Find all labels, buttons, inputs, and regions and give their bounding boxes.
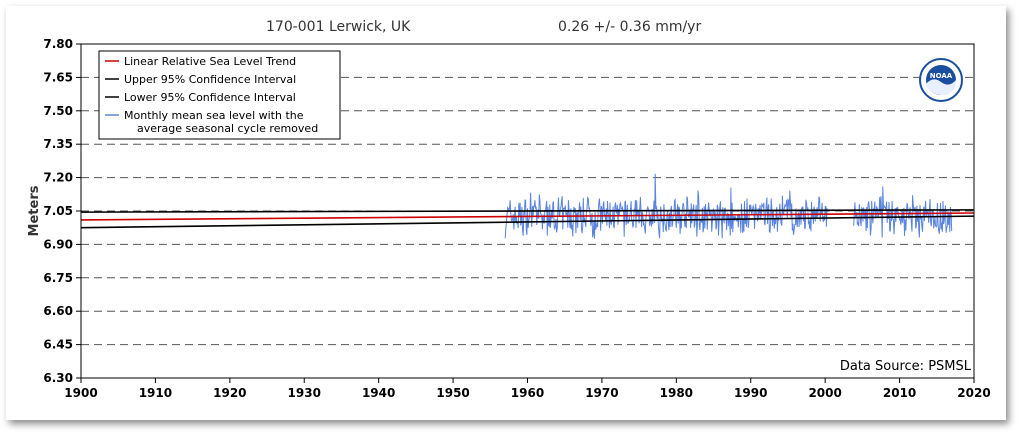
lower-ci-line [80,215,975,229]
y-tick-label: 6.60 [43,304,73,318]
chart-title-trend: 0.26 +/- 0.36 mm/yr [558,19,701,35]
x-tick-label: 1990 [734,386,767,400]
monthly-mean-line [853,186,953,238]
chart-title-station: 170-001 Lerwick, UK [266,19,411,35]
legend: Linear Relative Sea Level Trend Upper 95… [98,50,341,140]
y-tick-label: 7.65 [43,70,73,84]
x-tick-label: 2020 [957,386,990,400]
x-tick-label: 1930 [288,386,321,400]
y-axis-ticks: 6.30 6.45 6.60 6.75 6.90 7.05 7.20 7.35 7.50 7.65… [43,37,81,385]
data-source-label: Data Source: PSMSL [840,359,972,374]
sea-level-chart: 170-001 Lerwick, UK 0.26 +/- 0.36 mm/yr … [27,19,991,400]
y-tick-label: 7.50 [43,104,73,118]
legend-label-trend: Linear Relative Sea Level Trend [124,55,296,68]
monthly-mean-line [504,173,828,239]
y-tick-label: 6.30 [43,371,73,385]
y-tick-label: 7.35 [43,137,73,151]
y-axis-label: Meters [27,185,42,236]
x-tick-label: 1900 [64,386,97,400]
x-tick-label: 1920 [213,386,246,400]
x-tick-label: 1940 [362,386,395,400]
legend-label-monthly: Monthly mean sea level with the [124,109,304,122]
legend-box [98,50,341,140]
legend-label-monthly-2: average seasonal cycle removed [137,122,318,135]
trend-lines [80,209,975,229]
x-tick-label: 2010 [883,386,916,400]
legend-label-upper: Upper 95% Confidence Interval [124,73,296,86]
y-tick-label: 6.45 [43,338,73,352]
chart-frame: 170-001 Lerwick, UK 0.26 +/- 0.36 mm/yr … [6,6,1006,420]
y-tick-label: 7.20 [43,171,73,185]
y-tick-label: 7.05 [43,204,73,218]
monthly-mean-series [504,173,953,239]
legend-label-lower: Lower 95% Confidence Interval [124,91,296,104]
trend-line [80,212,975,221]
noaa-logo: NOAA [919,58,963,102]
x-tick-label: 1970 [585,386,618,400]
y-tick-label: 6.75 [43,271,73,285]
x-axis-ticks: 1900 1910 1920 1930 1940 1950 1960 1970 1980 1990… [64,378,991,400]
x-tick-label: 1950 [436,386,469,400]
noaa-logo-text: NOAA [930,72,953,80]
y-tick-label: 6.90 [43,237,73,251]
noaa-logo-wave [926,79,956,96]
y-tick-label: 7.80 [43,37,73,51]
upper-ci-line [80,209,975,213]
x-tick-label: 2000 [808,386,841,400]
x-tick-label: 1910 [139,386,172,400]
x-tick-label: 1960 [511,386,544,400]
x-tick-label: 1980 [660,386,693,400]
